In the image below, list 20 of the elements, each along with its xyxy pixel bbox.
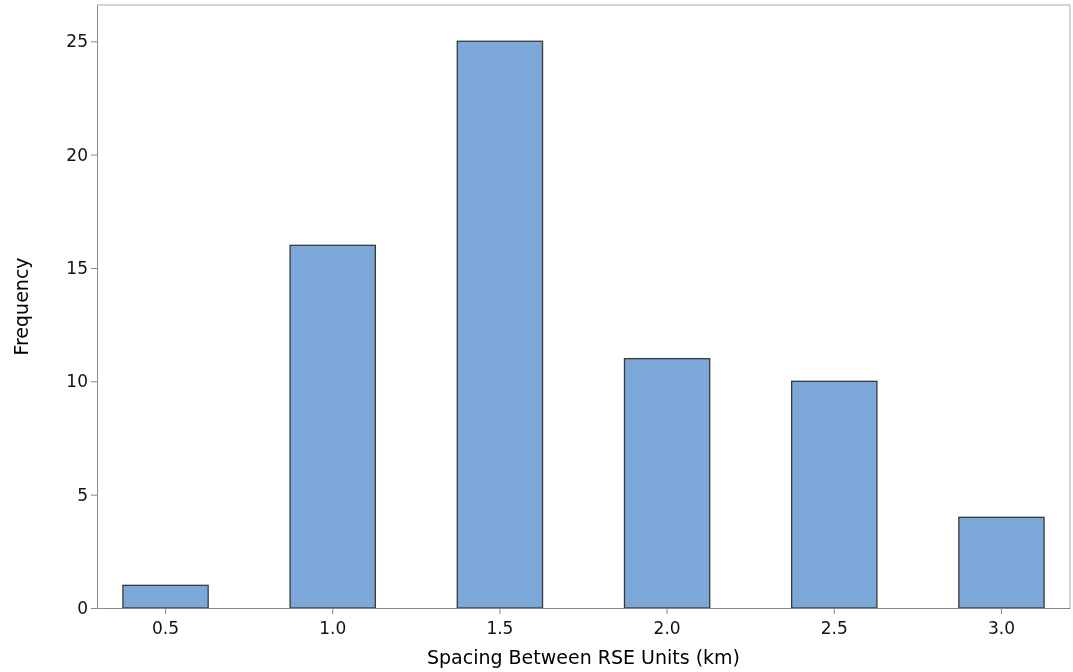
y-tick-label: 10 (66, 371, 88, 392)
x-tick-label: 3.0 (987, 618, 1015, 638)
y-tick-label: 0 (77, 597, 88, 618)
x-tick-label: 0.5 (152, 618, 180, 638)
y-tick-label: 15 (66, 257, 88, 278)
y-tick-label: 20 (66, 144, 88, 165)
y-tick-label: 5 (77, 484, 88, 505)
x-tick-label: 2.0 (653, 618, 681, 638)
y-tick-label: 25 (66, 31, 88, 52)
bar (289, 244, 377, 609)
x-tick-label: 1.5 (486, 618, 514, 638)
x-axis-title: Spacing Between RSE Units (km) (426, 646, 741, 668)
bar (790, 380, 878, 609)
bar (958, 516, 1045, 609)
x-tick-label: 2.5 (820, 618, 848, 638)
bar (623, 357, 711, 609)
y-axis-title: Frequency (10, 257, 32, 356)
x-tick-label: 1.0 (319, 618, 347, 638)
bar (456, 40, 544, 609)
bar (122, 584, 209, 609)
